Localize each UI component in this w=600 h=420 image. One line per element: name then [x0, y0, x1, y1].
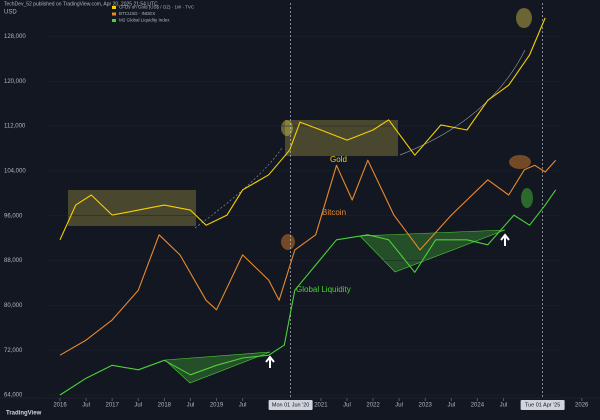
highlight-ellipse: [521, 188, 533, 208]
highlight-ellipse: [281, 120, 293, 136]
x-tick-label: Jul: [239, 403, 247, 409]
annotation: Global Liquidity: [296, 285, 351, 294]
y-tick-label: 72,000: [4, 348, 23, 354]
y-tick-label: 80,000: [4, 303, 23, 309]
x-tick-label: Jul: [395, 403, 403, 409]
highlight-ellipse: [509, 155, 531, 169]
annotation: Bitcoin: [322, 208, 346, 217]
x-tick-label: 2019: [210, 403, 224, 409]
x-tick-label: Jul: [447, 403, 455, 409]
arrow: [265, 355, 275, 368]
y-tick-label: 120,000: [4, 79, 26, 85]
highlight-ellipse: [516, 8, 532, 28]
y-tick-label: 64,000: [4, 393, 23, 399]
series-line: [59, 189, 557, 396]
x-tick-label: Jul: [82, 403, 90, 409]
legend-swatch: [112, 6, 116, 9]
y-tick-label: 128,000: [4, 34, 26, 40]
event-label-bg: [520, 400, 565, 410]
triangle-highlight: [164, 351, 271, 384]
legend-entry: M2 Global Liquidity Index: [119, 18, 170, 23]
series-line: [59, 159, 557, 356]
x-tick-label: 2018: [158, 403, 172, 409]
x-tick-label: Jul: [187, 403, 195, 409]
y-tick-label: 88,000: [4, 258, 23, 264]
y-tick-label: 104,000: [4, 168, 26, 174]
x-tick-label: 2016: [53, 403, 67, 409]
highlight-ellipse: [281, 234, 295, 250]
x-tick-label: Jul: [343, 403, 351, 409]
x-tick-label: 2023: [419, 403, 433, 409]
x-tick-label: 2024: [471, 403, 485, 409]
event-label: Tue 01 Apr '25: [525, 402, 560, 408]
x-tick-label: 2017: [105, 403, 119, 409]
legend-entry: CFDs on Gold (US$ / OZ) · 1W · TVC: [119, 5, 195, 10]
legend-swatch: [112, 12, 116, 16]
y-tick-label: 96,000: [4, 213, 23, 219]
x-tick-label: Jul: [134, 403, 142, 409]
x-tick-label: 2021: [314, 403, 328, 409]
legend-swatch: [112, 19, 116, 22]
legend-entry: BTCUSD · INDEX: [119, 11, 155, 16]
event-label: Mon 01 Jun '20: [272, 402, 309, 408]
annotation: Gold: [330, 155, 347, 164]
plot: 64,000 72,000 80,000 88,000 96,000 104,000 112…: [0, 3, 600, 420]
trend-curve: [194, 147, 283, 229]
x-tick-label: 2026: [575, 403, 589, 409]
event-label-bg: [268, 400, 313, 410]
currency: USD: [4, 10, 17, 16]
series-line: [59, 17, 546, 241]
y-tick-label: 112,000: [4, 124, 26, 130]
trend-curve: [399, 49, 526, 156]
x-tick-label: 2022: [366, 403, 380, 409]
publisher: TechDev_52 published on TradingView.com,…: [4, 1, 158, 7]
x-tick-label: Jul: [500, 403, 508, 409]
arrow: [500, 233, 510, 246]
logo: TradingView: [6, 411, 42, 417]
